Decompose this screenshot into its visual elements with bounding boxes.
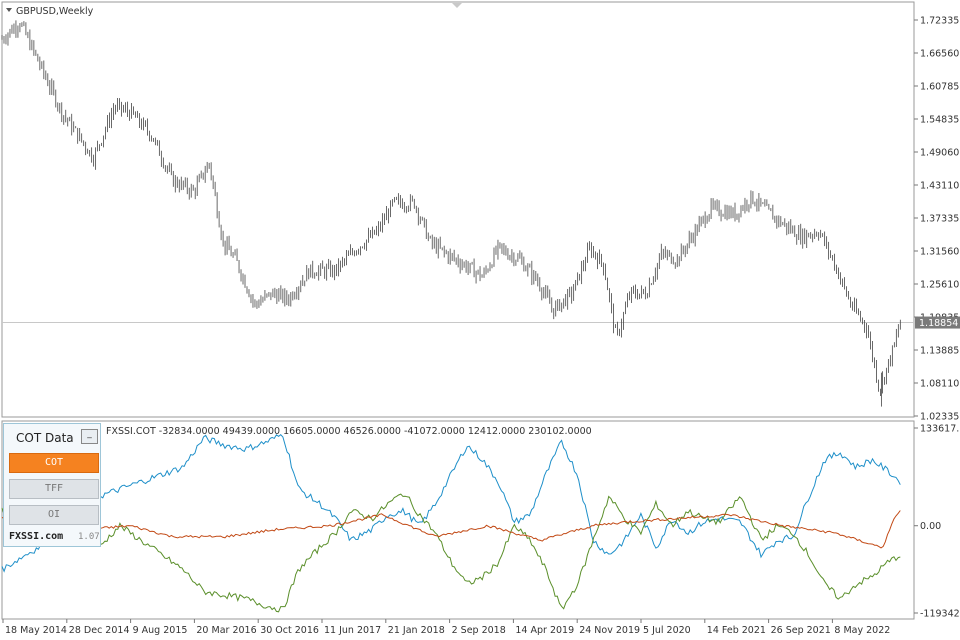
cot-tick-label: 0.00 xyxy=(920,521,941,532)
cot-tick-label: -119342.15 xyxy=(920,609,960,620)
x-tick-label: 18 May 2014 xyxy=(5,625,67,636)
price-tick-label: 1.37335 xyxy=(920,214,959,225)
price-tick-label: 1.25610 xyxy=(920,280,959,291)
price-tick-label: 1.02335 xyxy=(920,412,959,423)
x-tick-label: 5 Jul 2020 xyxy=(643,625,691,636)
x-tick-label: 21 Jan 2018 xyxy=(388,625,445,636)
x-tick-label: 24 Nov 2019 xyxy=(579,625,640,636)
cot-data-panel: COT Data _ COT TFF OI FXSSI.com 1.07 xyxy=(3,423,101,547)
x-tick-label: 28 Dec 2014 xyxy=(69,625,130,636)
x-tick-label: 20 Mar 2016 xyxy=(196,625,256,636)
cot-y-axis: 133617.15 0.00 -119342.15 xyxy=(914,424,960,620)
indicator-pane: FXSSI.COT -32834.0000 49439.0000 16605.0… xyxy=(1,420,960,620)
indicator-label: FXSSI.COT -32834.0000 49439.0000 16605.0… xyxy=(106,426,592,437)
cot-series-line-3 xyxy=(1,510,901,549)
price-tick-label: 1.49060 xyxy=(920,148,959,159)
x-tick-label: 14 Apr 2019 xyxy=(515,625,574,636)
version-label: 1.07 xyxy=(78,532,100,542)
indicator-pane-border xyxy=(1,420,915,620)
x-tick-label: 26 Sep 2021 xyxy=(771,625,831,636)
cot-tick-label: 133617.15 xyxy=(920,424,960,435)
price-y-axis: 1.72335 1.66560 1.60785 1.54835 1.49060 1.431… xyxy=(914,16,959,423)
cot-series-lines xyxy=(1,434,901,613)
tff-button[interactable]: TFF xyxy=(9,479,99,499)
price-tick-label: 1.13885 xyxy=(920,346,959,357)
x-tick-label: 9 Aug 2015 xyxy=(133,625,188,636)
brand-label: FXSSI.com xyxy=(9,531,64,542)
price-tick-label: 1.66560 xyxy=(920,49,959,60)
time-x-axis: 18 May 2014 28 Dec 2014 9 Aug 2015 20 Mar 2… xyxy=(2,619,890,636)
scroll-marker-icon[interactable] xyxy=(452,3,462,8)
price-pane-border xyxy=(1,1,915,418)
x-tick-label: 14 Feb 2021 xyxy=(707,625,766,636)
price-tick-label: 1.60785 xyxy=(920,82,959,93)
symbol-label: GBPUSD,Weekly xyxy=(16,6,94,17)
x-tick-label: 2 Sep 2018 xyxy=(452,625,506,636)
price-candles xyxy=(1,20,901,407)
panel-title: COT Data xyxy=(16,431,74,445)
current-price-label: 1.18854 xyxy=(919,318,958,329)
price-pane: GBPUSD,Weekly 1.72335 1.66560 1.60785 1.548… xyxy=(1,1,960,423)
price-tick-label: 1.31560 xyxy=(920,247,959,258)
price-tick-label: 1.72335 xyxy=(920,16,959,27)
price-tick-label: 1.43110 xyxy=(920,181,959,192)
current-price-badge xyxy=(915,316,960,329)
minimize-button[interactable]: _ xyxy=(81,429,98,444)
x-tick-label: 8 May 2022 xyxy=(834,625,890,636)
panel-header: COT Data _ xyxy=(4,424,100,450)
cot-button[interactable]: COT xyxy=(9,453,99,473)
price-tick-label: 1.08110 xyxy=(920,379,959,390)
x-tick-label: 30 Oct 2016 xyxy=(260,625,319,636)
cot-series-line-1 xyxy=(1,434,901,573)
oi-button[interactable]: OI xyxy=(9,505,99,525)
pane-dropdown-icon[interactable] xyxy=(6,8,12,12)
x-tick-label: 11 Jun 2017 xyxy=(324,625,381,636)
cot-series-line-2 xyxy=(1,493,901,613)
price-tick-label: 1.54835 xyxy=(920,115,959,126)
